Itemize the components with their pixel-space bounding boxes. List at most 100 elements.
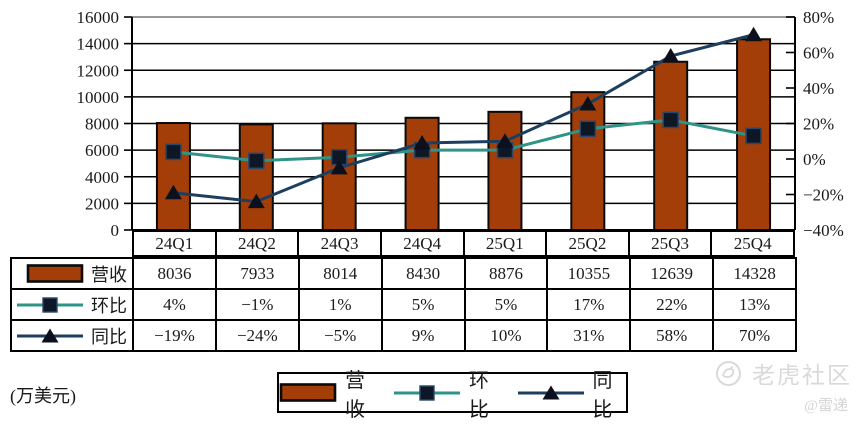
cell-环比-25Q3: 22%: [629, 288, 715, 321]
yoy-line-swatch-icon: [517, 384, 585, 402]
cell-环比-24Q2: −1%: [214, 288, 300, 321]
legend-item-qoq: 环比: [393, 364, 502, 422]
category-label-24Q1: 24Q1: [155, 233, 194, 253]
bar-24Q1: [155, 122, 191, 231]
qoq-marker-24Q1: [165, 143, 182, 161]
cell-同比-24Q1: −19%: [132, 319, 217, 352]
yoy-marker-25Q2: [579, 95, 597, 111]
cell-同比-25Q1: 10%: [463, 319, 549, 352]
bar-25Q1: [487, 110, 523, 231]
watermark: 老虎社区 @雷递: [715, 356, 852, 415]
right-axis-label: −20%: [803, 186, 844, 205]
cell-环比-24Q4: 5%: [380, 288, 466, 321]
right-axis-label: 40%: [803, 79, 834, 98]
category-label-24Q3: 24Q3: [297, 232, 380, 255]
qoq-marker-25Q2: [579, 120, 597, 138]
combo-chart: 16000 14000 12000 10000 8000 6000 4000 2000 0 80%…: [77, 8, 844, 240]
cell-营收-25Q2: 10355: [546, 257, 632, 290]
qoq-line-swatch-icon: [17, 296, 83, 313]
yoy-marker-24Q1: [164, 184, 182, 200]
right-axis-label: 0%: [803, 150, 826, 169]
legend-item-revenue: 营收: [279, 364, 379, 422]
left-axis-label: 4000: [85, 168, 119, 187]
qoq-marker-24Q2: [248, 152, 265, 170]
table-row-营收: 营收 8036 7933 8014 8430 8876 10355 12639 14328: [10, 257, 797, 290]
left-axis-label: 8000: [85, 115, 119, 134]
cell-环比-25Q2: 17%: [546, 288, 632, 321]
yoy-line-swatch-icon: [17, 328, 83, 342]
row-header-label: 同比: [91, 326, 127, 347]
yoy-marker-24Q3: [330, 159, 348, 175]
cell-营收-25Q1: 8876: [463, 257, 549, 290]
cell-营收-24Q3: 8014: [297, 257, 383, 290]
legend-item-yoy: 同比: [517, 364, 626, 422]
right-axis-label: 20%: [803, 115, 834, 134]
row-header-label: 营收: [91, 264, 127, 285]
bar-24Q2: [238, 123, 274, 231]
right-axis-label: 60%: [803, 44, 834, 63]
cell-同比-25Q2: 31%: [546, 319, 632, 352]
cell-营收-24Q1: 8036: [132, 257, 217, 290]
legend-label-yoy: 同比: [592, 369, 613, 421]
cell-环比-25Q4: 13%: [712, 288, 797, 321]
category-label-25Q2: 25Q2: [545, 232, 628, 255]
tiger-logo-icon: [716, 360, 741, 386]
cell-同比-24Q2: −24%: [214, 319, 300, 352]
left-axis-label: 14000: [77, 35, 120, 54]
left-axis-label: 12000: [77, 61, 120, 80]
chart-legend: 营收 环比 同比: [277, 370, 628, 421]
category-label-25Q1: 25Q1: [462, 232, 546, 255]
yoy-marker-25Q4: [745, 26, 763, 42]
left-axis-label: 2000: [85, 194, 119, 213]
row-header-同比: 同比: [10, 319, 134, 352]
row-header-营收: 营收: [10, 257, 134, 290]
left-axis-label: 0: [111, 221, 120, 240]
bar-24Q4: [404, 116, 440, 231]
qoq-line-swatch-icon: [393, 384, 461, 402]
qoq-line-swatch-icon: [394, 384, 461, 401]
left-axis-label: 16000: [77, 8, 120, 27]
right-axis-label: 80%: [803, 8, 834, 27]
cell-同比-24Q3: −5%: [297, 319, 383, 352]
revenue-bar-swatch-icon: [279, 382, 337, 403]
revenue-bar-swatch-icon: [26, 264, 84, 283]
table-row-环比: 环比 4% −1% 1% 5% 5% 17% 22% 13%: [10, 288, 797, 321]
yoy-marker-25Q1: [496, 133, 514, 148]
unit-footnote: (万美元): [10, 386, 76, 406]
yoy-marker-24Q2: [247, 193, 265, 209]
watermark-author: @雷递: [804, 398, 848, 414]
right-axis-label: −40%: [803, 221, 844, 240]
yoy-marker-25Q3: [662, 48, 680, 63]
cell-环比-24Q1: 4%: [132, 288, 217, 321]
legend-label-qoq: 环比: [469, 369, 490, 421]
left-axis-label: 6000: [85, 141, 119, 160]
qoq-line: [173, 118, 754, 163]
revenue-bar-swatch-icon: [279, 383, 337, 402]
row-header-环比: 环比: [10, 288, 134, 321]
cell-营收-25Q4: 14328: [712, 257, 797, 290]
data-table: 营收 8036 7933 8014 8430 8876 10355 12639 14328 环比 4…: [10, 257, 797, 352]
cell-营收-24Q2: 7933: [214, 257, 300, 290]
category-row: 24Q1 24Q2 24Q3 24Q4 25Q1 25Q2 25Q3 25Q4: [132, 230, 795, 257]
cell-营收-24Q4: 8430: [380, 257, 466, 290]
qoq-marker-25Q4: [745, 127, 762, 145]
cell-同比-25Q3: 58%: [629, 319, 715, 352]
category-label-24Q2: 24Q2: [214, 232, 298, 255]
category-label-25Q3: 25Q3: [627, 232, 711, 255]
yoy-line: [173, 33, 754, 204]
legend-label-revenue: 营收: [345, 369, 365, 421]
cell-营收-25Q3: 12639: [629, 257, 715, 290]
category-label-24Q4: 24Q4: [379, 232, 463, 255]
yoy-marker-24Q4: [413, 135, 431, 150]
yoy-line-swatch-icon: [517, 385, 584, 399]
left-axis-label: 10000: [77, 88, 120, 107]
cell-环比-25Q1: 5%: [463, 288, 549, 321]
bar-25Q2: [570, 91, 606, 231]
bar-24Q3: [321, 122, 357, 231]
category-label-25Q4: 25Q4: [710, 232, 793, 255]
watermark-community-name: 老虎社区: [752, 363, 852, 388]
table-row-同比: 同比 −19% −24% −5% 9% 10% 31% 58% 70%: [10, 319, 797, 352]
cell-同比-25Q4: 70%: [712, 319, 797, 352]
cell-同比-24Q4: 9%: [380, 319, 466, 352]
